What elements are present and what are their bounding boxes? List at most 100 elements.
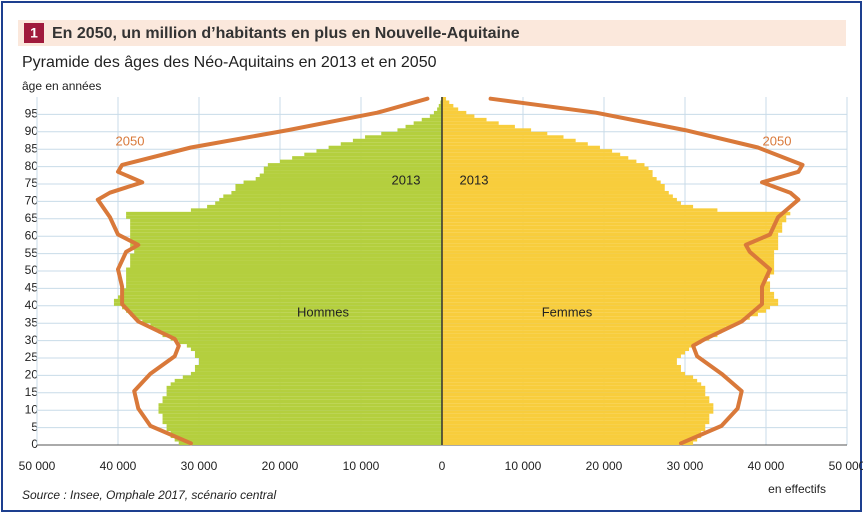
y-tick-label: 50 <box>25 263 39 277</box>
y-tick-label: 30 <box>25 333 39 347</box>
bar <box>126 274 442 278</box>
bar <box>442 187 665 191</box>
bar <box>304 152 442 157</box>
y-tick-label: 45 <box>25 281 39 295</box>
bar <box>199 361 442 365</box>
header-band <box>18 20 846 46</box>
bar <box>442 204 694 209</box>
bar <box>166 389 442 393</box>
bar <box>442 319 742 324</box>
bar <box>126 284 442 289</box>
y-tick-label: 15 <box>25 385 39 399</box>
bar-year-label: 2013 <box>460 172 489 187</box>
bar <box>442 215 787 219</box>
bar <box>442 420 710 425</box>
x-tick-label: 40 000 <box>748 459 785 473</box>
x-tick-label: 0 <box>439 459 446 473</box>
bar <box>158 403 442 407</box>
bar <box>442 333 718 338</box>
bar <box>442 264 775 268</box>
bar <box>134 316 442 320</box>
bar <box>442 170 653 174</box>
y-tick-label: 75 <box>25 176 39 190</box>
bar <box>442 364 681 369</box>
bar <box>170 337 442 341</box>
bar <box>442 124 515 129</box>
bar <box>442 330 722 334</box>
bar <box>442 236 779 240</box>
bar <box>174 438 442 442</box>
bar <box>442 309 766 313</box>
bar <box>340 142 442 146</box>
bar <box>178 340 442 345</box>
bar <box>130 246 442 251</box>
bar <box>134 250 442 254</box>
bar <box>130 260 442 265</box>
bar <box>235 187 442 191</box>
bar <box>186 344 442 348</box>
bar <box>130 218 442 223</box>
bar <box>166 385 442 390</box>
bar <box>442 232 779 237</box>
bar <box>194 368 442 372</box>
bar <box>130 239 442 244</box>
bar <box>442 406 714 411</box>
line-label: 2050 <box>763 133 792 148</box>
bar <box>178 441 442 445</box>
bar <box>442 229 783 233</box>
bar <box>162 420 443 425</box>
bar <box>154 326 442 331</box>
bar <box>442 267 775 271</box>
bar <box>442 351 685 355</box>
chart-subtitle: Pyramide des âges des Néo-Aquitains en 2… <box>22 54 437 71</box>
bar <box>405 124 442 129</box>
source: Source : Insee, Omphale 2017, scénario c… <box>22 488 276 502</box>
bar <box>442 417 710 421</box>
bar <box>442 131 548 136</box>
bar <box>130 243 442 247</box>
bar <box>122 291 443 296</box>
bar <box>442 257 775 261</box>
bar <box>130 253 442 258</box>
bar <box>162 333 443 338</box>
bar <box>166 427 442 432</box>
bar <box>442 382 702 386</box>
x-tick-label: 40 000 <box>100 459 137 473</box>
bar <box>122 288 443 292</box>
bar <box>381 131 442 136</box>
x-tick-label: 10 000 <box>505 459 542 473</box>
bar <box>126 211 442 216</box>
bar <box>126 277 442 282</box>
bar <box>442 121 499 125</box>
bar <box>442 250 775 254</box>
bar <box>442 284 771 289</box>
y-tick-label: 80 <box>25 159 39 173</box>
y-tick-label: 95 <box>25 107 39 121</box>
bar <box>194 351 442 355</box>
bar <box>442 246 779 251</box>
bar <box>438 103 442 108</box>
y-tick-label: 35 <box>25 315 39 329</box>
bar <box>255 177 442 181</box>
bar <box>182 375 443 379</box>
y-tick-label: 10 <box>25 402 39 416</box>
bar <box>292 156 442 160</box>
bar <box>113 302 442 306</box>
y-tick-label: 60 <box>25 228 39 242</box>
bar <box>166 424 442 428</box>
bar <box>207 204 442 209</box>
bar <box>442 103 454 108</box>
bar <box>263 170 442 174</box>
bar <box>442 340 702 345</box>
bar <box>442 358 677 362</box>
bar <box>365 135 442 139</box>
bar-year-label: 2013 <box>392 172 421 187</box>
bar <box>352 138 442 143</box>
bar <box>442 194 673 198</box>
y-tick-label: 85 <box>25 141 39 155</box>
bar <box>130 236 442 240</box>
bar <box>442 424 706 428</box>
bar <box>442 145 600 150</box>
series-label: Femmes <box>542 304 593 319</box>
bar <box>442 138 576 143</box>
